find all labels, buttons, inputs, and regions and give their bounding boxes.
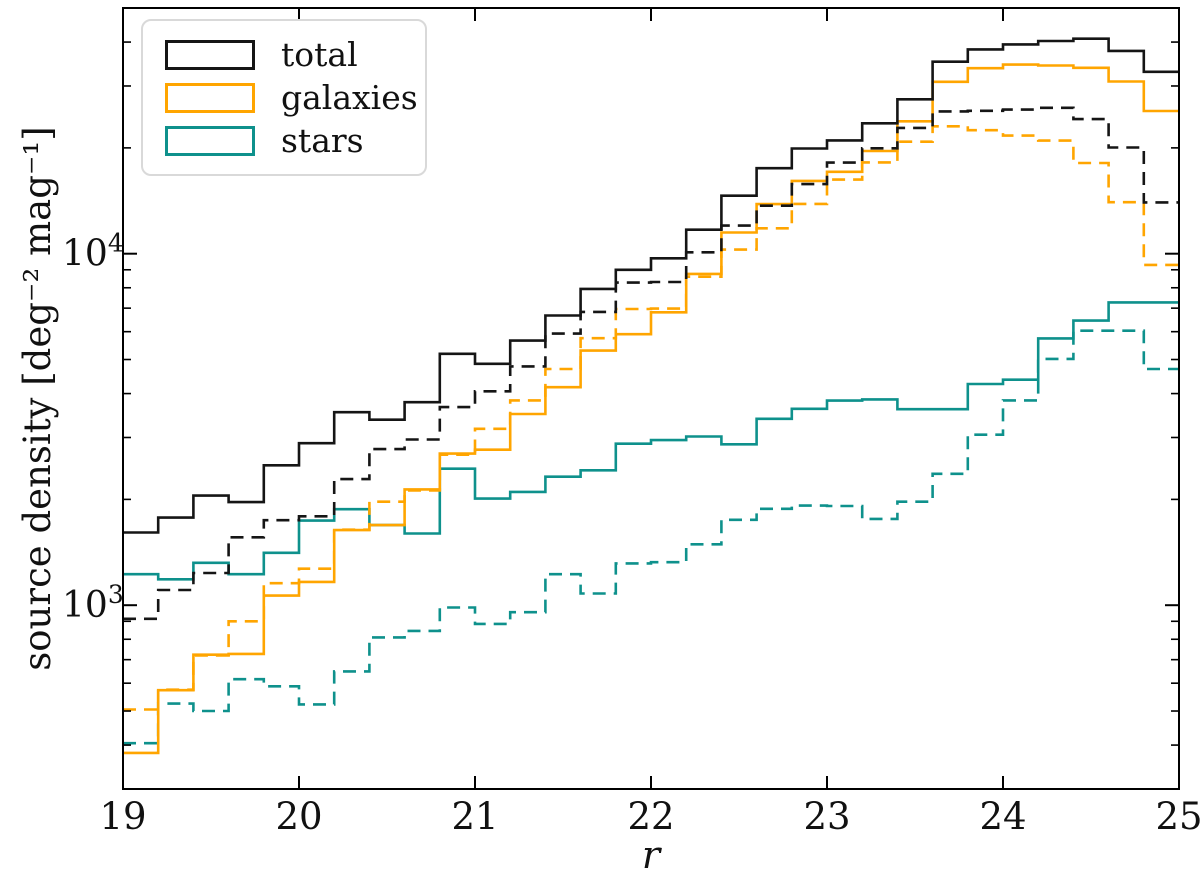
series-stars	[123, 301, 1179, 581]
x-tick-label: 24	[979, 795, 1026, 838]
x-tick-label: 20	[275, 795, 322, 838]
x-tick-label: 19	[99, 795, 146, 838]
legend-label: stars	[281, 121, 364, 160]
x-tick-label: 22	[627, 795, 674, 838]
x-tick-label: 23	[803, 795, 850, 838]
y-tick-label: 104	[62, 229, 124, 275]
y-tick-label: 103	[62, 580, 124, 626]
legend-swatch-galaxies	[165, 82, 255, 113]
legend-label: galaxies	[281, 78, 418, 117]
series-total	[123, 37, 1179, 534]
legend-item-total: total	[165, 33, 425, 76]
y-axis-title: source density [deg⁻² mag⁻¹]	[16, 126, 59, 671]
x-axis-title: r	[641, 833, 661, 874]
legend-item-galaxies: galaxies	[165, 76, 425, 119]
series-galaxies-dashed-	[123, 125, 1179, 711]
legend-item-stars: stars	[165, 119, 425, 162]
x-tick-label: 25	[1155, 795, 1200, 838]
x-tick-label: 21	[451, 795, 498, 838]
legend-label: total	[281, 35, 358, 74]
series-stars-dashed-	[123, 329, 1179, 745]
series-total-dashed-	[123, 106, 1179, 621]
legend-swatch-stars	[165, 125, 255, 156]
legend-swatch-total	[165, 39, 255, 70]
legend: total galaxies stars	[141, 19, 427, 176]
